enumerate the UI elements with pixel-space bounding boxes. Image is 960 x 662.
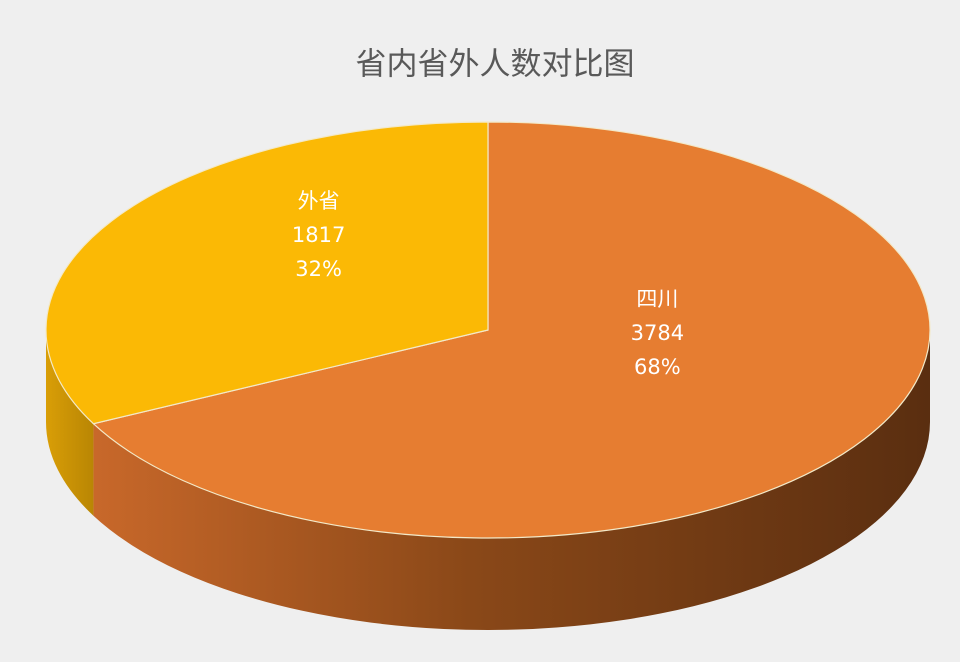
slice-percent-label: 32% — [295, 257, 342, 281]
slice-category-label: 外省 — [298, 189, 340, 213]
chart-title: 省内省外人数对比图 — [356, 47, 635, 83]
pie-side — [46, 330, 94, 516]
slice-value-label: 3784 — [631, 321, 684, 345]
slice-category-label: 四川 — [636, 287, 678, 311]
pie-slice — [45, 121, 489, 425]
slice-value-label: 1817 — [292, 223, 345, 247]
pie-slice — [92, 121, 931, 539]
slice-percent-label: 68% — [634, 355, 681, 379]
pie-side — [93, 330, 931, 630]
